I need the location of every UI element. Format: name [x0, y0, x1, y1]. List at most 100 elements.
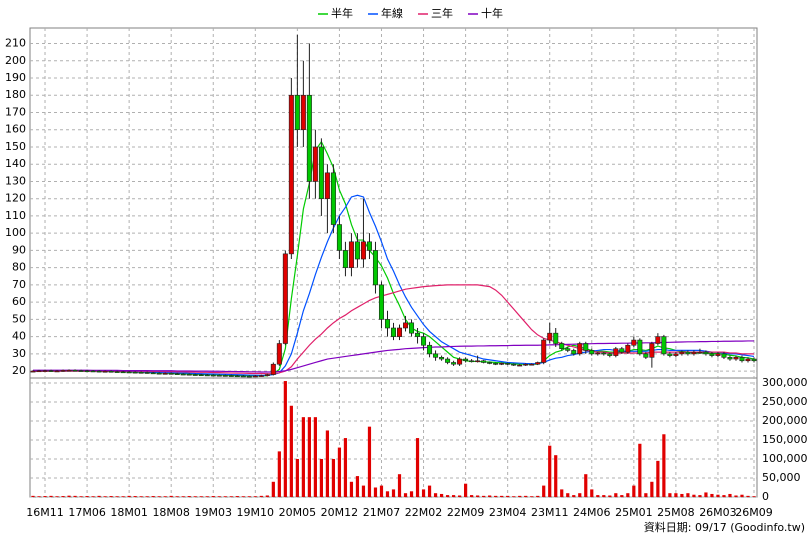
y-tick-label: 100 [5, 226, 26, 239]
y-tick-label: 130 [5, 174, 26, 187]
candle-body [120, 371, 126, 374]
candle-body [42, 370, 48, 372]
x-tick-label: 20M05 [279, 506, 317, 519]
candle-body [559, 343, 565, 349]
volume-bar [205, 496, 209, 497]
volume-bar [193, 496, 197, 497]
volume-bar [151, 496, 155, 497]
candle-body [679, 351, 685, 355]
y-tick-label: 150 [5, 140, 26, 153]
candle-body [174, 373, 180, 375]
y-tick-label: 180 [5, 88, 26, 101]
candle-body [66, 369, 72, 372]
x-tick-label: 25M01 [615, 506, 653, 519]
candle-body [745, 358, 751, 362]
volume-bar [271, 481, 275, 497]
legend-label: 半年 [331, 6, 353, 20]
candle-body [282, 253, 288, 344]
candle-body [529, 363, 535, 366]
y-tick-label: 200 [5, 54, 26, 67]
candle-body [601, 352, 607, 355]
volume-bar [494, 495, 498, 497]
candle-body [409, 322, 415, 334]
volume-bar [247, 496, 251, 497]
candle-body [330, 172, 336, 225]
candle-body [613, 348, 619, 356]
volume-bar [656, 460, 660, 497]
volume-bar [415, 438, 420, 497]
y-tick-label: 190 [5, 71, 26, 84]
volume-bar [373, 487, 378, 497]
candle-body [54, 370, 60, 373]
legend-label: 三年 [431, 6, 453, 20]
volume-bar [49, 495, 53, 497]
y-tick-label: 30 [12, 347, 26, 360]
volume-bar [121, 496, 125, 497]
volume-bar [55, 496, 59, 497]
volume-bar [734, 495, 738, 497]
volume-bar [61, 496, 65, 497]
volume-panel [29, 377, 758, 498]
candle-body [751, 358, 757, 362]
candle-body [505, 363, 511, 365]
volume-bar [596, 495, 600, 497]
candle-body [210, 374, 216, 377]
candle-body [445, 358, 451, 363]
volume-bar [91, 496, 95, 497]
candle-body [306, 94, 312, 182]
candle-body [523, 363, 529, 366]
volume-bar [722, 495, 726, 497]
y-tick-label: 80 [12, 261, 26, 274]
candle-body [403, 322, 409, 329]
ma-line [33, 284, 754, 375]
candle-body [427, 344, 433, 355]
candle-body [589, 350, 595, 355]
volume-bar [31, 495, 35, 497]
volume-bar [301, 417, 305, 497]
candle-body [439, 357, 445, 360]
volume-bar [548, 445, 552, 497]
candle-body [186, 373, 192, 376]
volume-bar [223, 496, 227, 497]
volume-bar [97, 495, 101, 497]
candle-body [228, 375, 234, 377]
volume-bar [115, 496, 119, 497]
volume-bar [674, 493, 678, 497]
volume-bar [560, 489, 564, 497]
x-tick-label: 25M08 [657, 506, 695, 519]
volume-bar [524, 495, 528, 497]
volume-bar [470, 495, 474, 497]
volume-bar [554, 455, 558, 497]
x-tick-label: 16M11 [26, 506, 64, 519]
volume-bar [482, 495, 486, 497]
y-tick-label: 170 [5, 105, 26, 118]
y2-tick-label: 50,000 [762, 471, 801, 484]
candle-body [60, 370, 66, 372]
volume-bar [397, 474, 402, 497]
candle-body [234, 375, 240, 378]
candle-body [390, 327, 396, 337]
candle-body [216, 374, 222, 377]
volume-bar [602, 495, 606, 497]
volume-bar [614, 493, 618, 497]
volume-bar [319, 458, 324, 497]
candle-body [36, 370, 42, 373]
candle-body [96, 370, 102, 373]
volume-bar [37, 496, 41, 497]
y2-tick-label: 300,000 [762, 376, 808, 389]
volume-bar [391, 489, 396, 497]
candle-body [48, 370, 54, 372]
candle-body [715, 353, 721, 356]
candle-body [156, 372, 162, 375]
candle-body [541, 339, 547, 363]
candle-body [288, 94, 294, 255]
candle-body [553, 332, 559, 344]
candle-body [318, 146, 324, 199]
candle-body [348, 241, 354, 268]
volume-bar [235, 496, 239, 497]
y-tick-label: 160 [5, 123, 26, 136]
candle-body [198, 374, 204, 377]
volume-bar [265, 495, 269, 497]
candle-body [354, 241, 360, 260]
